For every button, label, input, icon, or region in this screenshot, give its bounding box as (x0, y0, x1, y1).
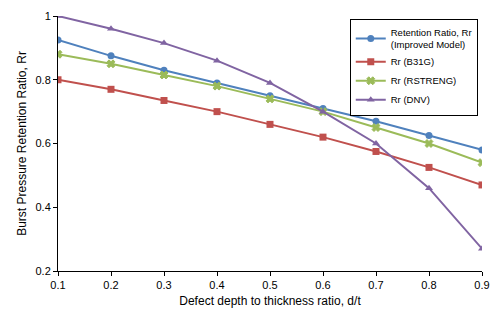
svg-text:1: 1 (45, 10, 51, 22)
svg-text:Burst Pressure Retention Ratio: Burst Pressure Retention Ratio, Rr (15, 51, 29, 236)
svg-text:0.2: 0.2 (103, 279, 118, 291)
svg-text:0.6: 0.6 (36, 137, 51, 149)
svg-text:0.7: 0.7 (368, 279, 383, 291)
svg-text:Retention Ratio, Rr(Improved M: Retention Ratio, Rr(Improved Model) (391, 27, 472, 50)
svg-text:0.2: 0.2 (36, 265, 51, 277)
svg-text:0.6: 0.6 (315, 279, 330, 291)
svg-text:Defect depth to thickness rati: Defect depth to thickness ratio, d/t (179, 294, 361, 308)
svg-text:0.4: 0.4 (36, 201, 51, 213)
svg-text:0.3: 0.3 (156, 279, 171, 291)
svg-text:0.1: 0.1 (50, 279, 65, 291)
svg-text:Rr (DNV): Rr (DNV) (391, 94, 430, 105)
svg-text:Rr (B31G): Rr (B31G) (391, 56, 434, 67)
svg-text:0.8: 0.8 (36, 74, 51, 86)
svg-text:0.8: 0.8 (421, 279, 436, 291)
svg-text:0.4: 0.4 (209, 279, 224, 291)
svg-text:0.5: 0.5 (262, 279, 277, 291)
svg-text:Rr (RSTRENG): Rr (RSTRENG) (391, 75, 456, 86)
svg-text:0.9: 0.9 (474, 279, 489, 291)
